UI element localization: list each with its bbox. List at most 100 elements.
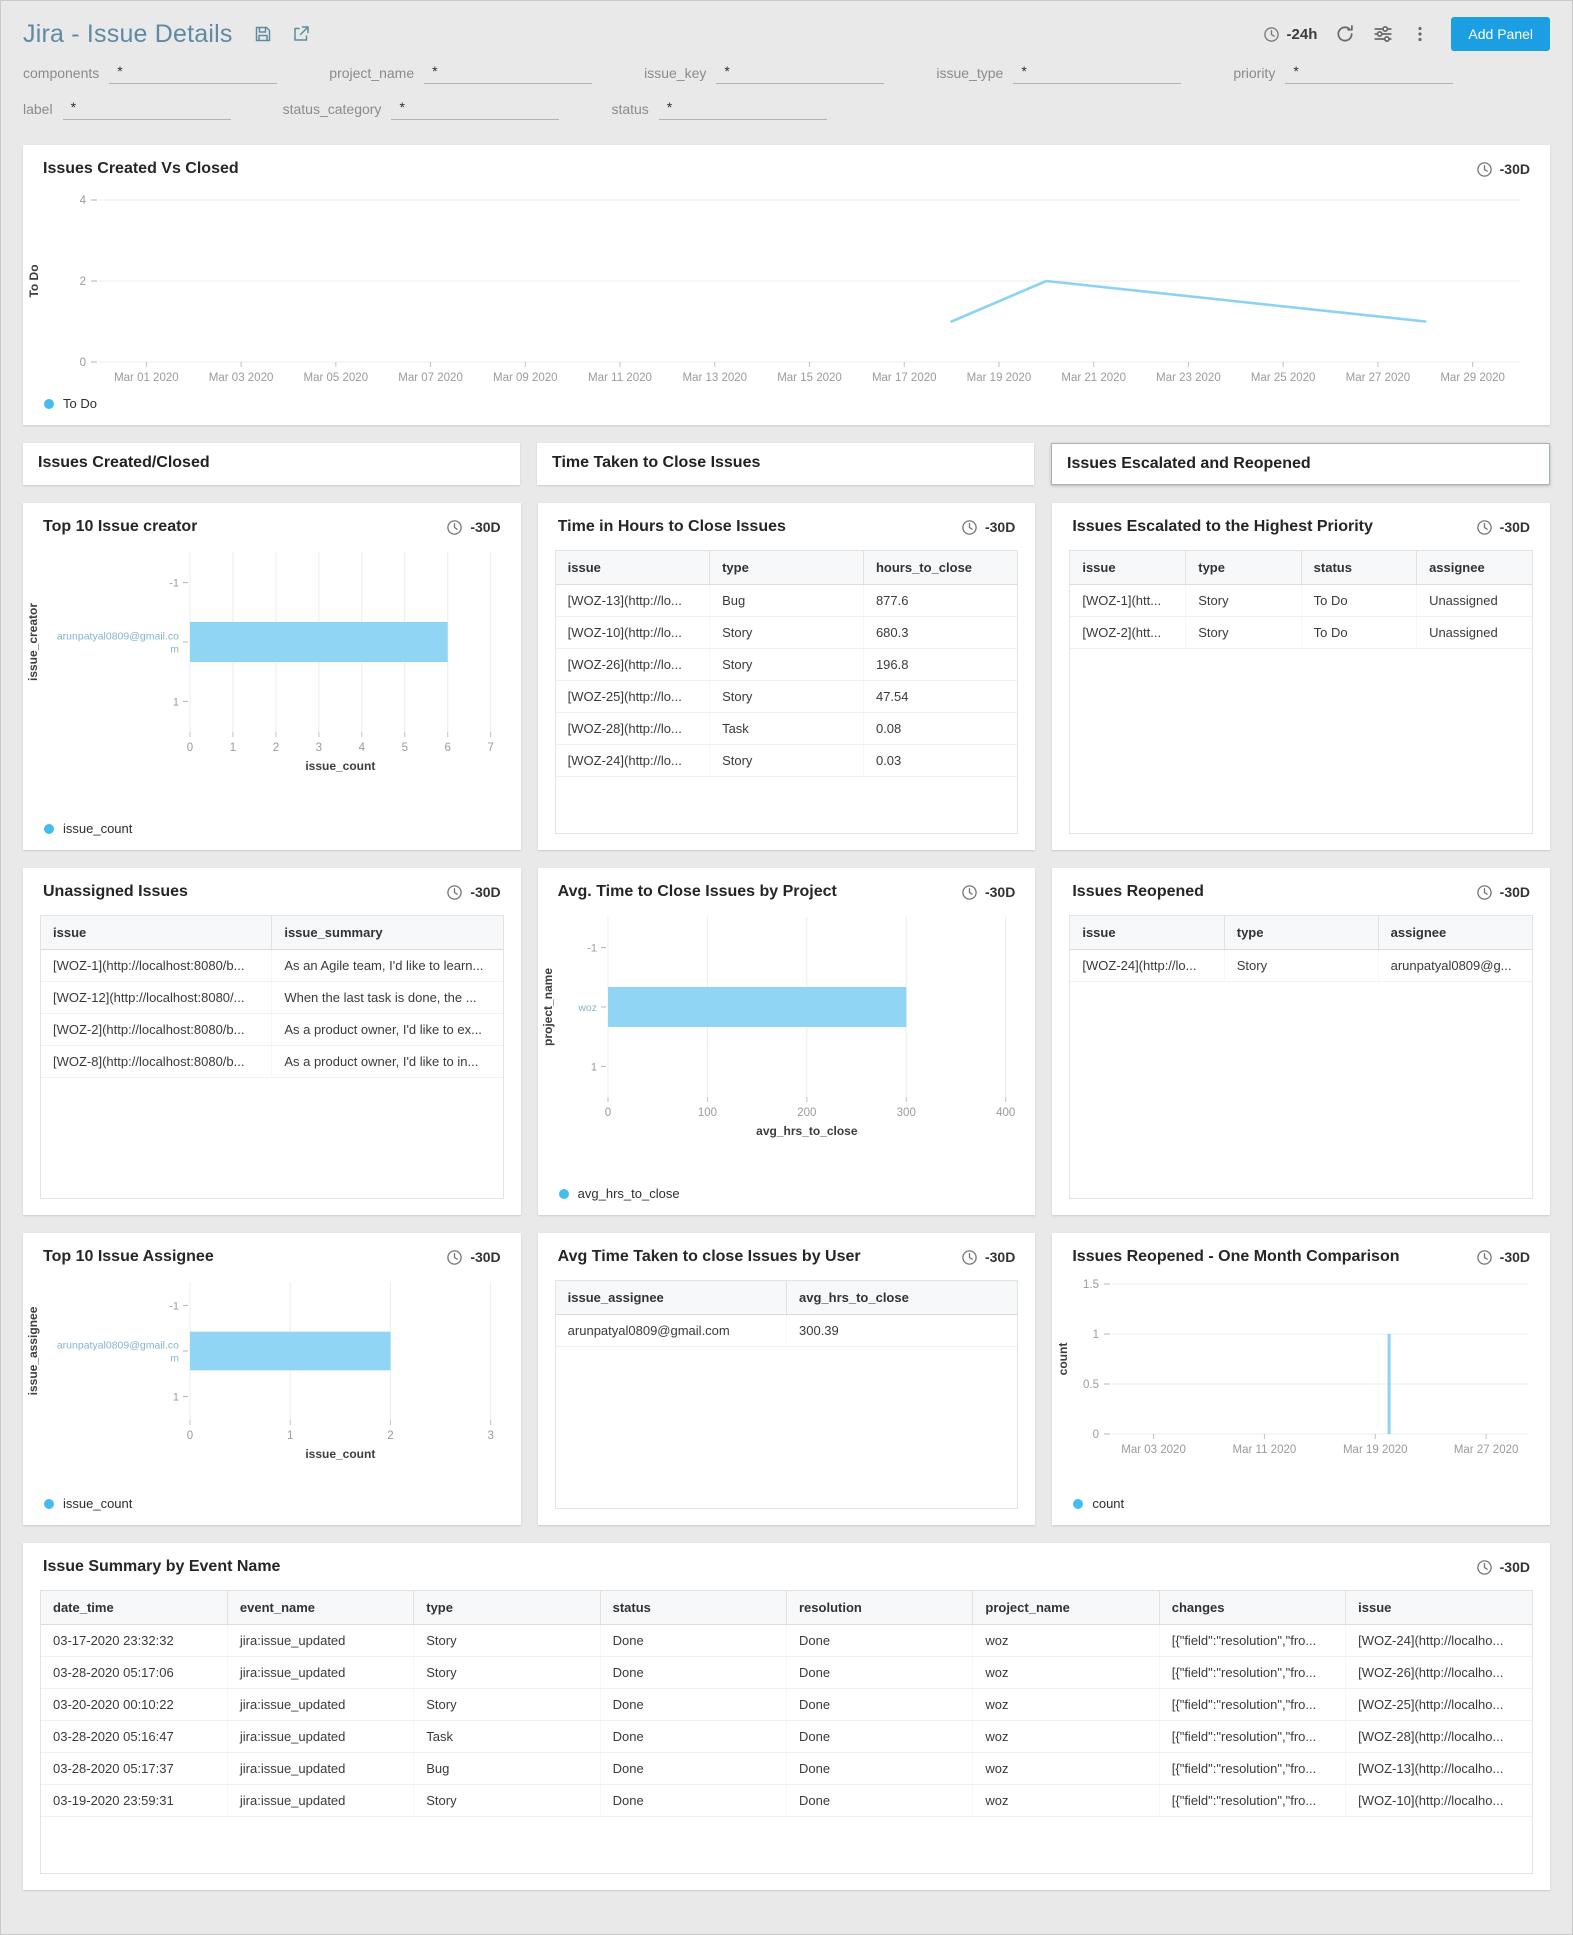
column-header-issue[interactable]: issue <box>1345 1591 1532 1625</box>
panel-title: Unassigned Issues <box>43 883 188 900</box>
legend-item[interactable]: count <box>1052 1496 1550 1511</box>
add-panel-button[interactable]: Add Panel <box>1451 17 1550 51</box>
table-cell: 680.3 <box>862 616 1018 649</box>
panel-time-range[interactable]: -30D <box>446 519 501 536</box>
svg-text:arunpatyal0809@gmail.co: arunpatyal0809@gmail.co <box>57 631 179 643</box>
time-range-control[interactable]: -24h <box>1263 26 1317 43</box>
column-header-issue[interactable]: issue <box>555 551 710 585</box>
table-cell: Done <box>785 1688 973 1721</box>
column-header-type[interactable]: type <box>413 1591 601 1625</box>
panel-time-range[interactable]: -30D <box>961 519 1015 536</box>
section-header-time-taken-to-close[interactable]: Time Taken to Close Issues <box>537 443 1034 485</box>
column-header-changes[interactable]: changes <box>1158 1591 1346 1625</box>
dashboard-header: Jira - Issue Details -24h Add Panel <box>1 1 1572 59</box>
svg-text:2: 2 <box>80 276 86 288</box>
save-button[interactable] <box>253 24 273 44</box>
range-value: -30D <box>984 519 1016 535</box>
filter-input-label[interactable] <box>62 99 231 120</box>
svg-text:400: 400 <box>996 1107 1015 1119</box>
legend-dot <box>44 823 54 834</box>
filter-input-priority[interactable] <box>1285 63 1454 84</box>
legend-item[interactable]: avg_hrs_to_close <box>538 1186 1036 1201</box>
panel-header: Avg. Time to Close Issues by Project -30… <box>538 868 1036 907</box>
filter-settings-button[interactable] <box>1373 24 1393 44</box>
refresh-icon <box>1337 25 1354 42</box>
svg-text:Mar 15 2020: Mar 15 2020 <box>777 372 842 384</box>
column-header-issue_assignee[interactable]: issue_assignee <box>555 1281 787 1315</box>
table-row: [WOZ-1](http://localhost:8080/b... As an … <box>41 949 503 982</box>
svg-text:1: 1 <box>173 696 179 708</box>
table-cell: 03-28-2020 05:17:37 <box>41 1752 228 1785</box>
table-cell: Done <box>785 1720 973 1753</box>
filter-input-status-category[interactable] <box>391 99 560 120</box>
share-button[interactable] <box>291 24 311 44</box>
filter-input-project-name[interactable] <box>424 63 593 84</box>
column-header-project_name[interactable]: project_name <box>972 1591 1160 1625</box>
legend-label: To Do <box>63 396 97 411</box>
section-header-issues-escalated-reopened[interactable]: Issues Escalated and Reopened <box>1051 443 1550 485</box>
column-header-type[interactable]: type <box>1223 916 1379 950</box>
column-header-assignee[interactable]: assignee <box>1377 916 1533 950</box>
clock-icon <box>1476 884 1492 900</box>
filter-label: project_name <box>329 65 415 81</box>
panel-time-range[interactable]: -30D <box>446 1249 501 1266</box>
legend-item[interactable]: To Do <box>23 396 1550 411</box>
panel-time-in-hours-to-close: Time in Hours to Close Issues -30D issue… <box>537 503 1036 850</box>
column-header-status[interactable]: status <box>599 1591 787 1625</box>
column-header-issue[interactable]: issue <box>1070 551 1186 585</box>
column-header-resolution[interactable]: resolution <box>785 1591 973 1625</box>
svg-text:100: 100 <box>697 1107 716 1119</box>
panel-time-range[interactable]: -30D <box>961 884 1015 901</box>
table-cell: [WOZ-1](http://localhost:8080/b... <box>41 949 272 982</box>
panel-time-range[interactable]: -30D <box>961 1249 1015 1266</box>
filter-label: priority <box>1233 65 1276 81</box>
legend-item[interactable]: issue_count <box>23 1496 521 1511</box>
column-header-issue_summary[interactable]: issue_summary <box>271 916 503 950</box>
section-header-issues-created-closed[interactable]: Issues Created/Closed <box>23 443 520 485</box>
panel-issues-created-vs-closed: Issues Created Vs Closed -30D 0 2 4 Mar 01 … <box>23 145 1550 425</box>
svg-text:2: 2 <box>387 1430 393 1442</box>
column-header-type[interactable]: type <box>1185 551 1302 585</box>
table-row: 03-20-2020 00:10:22 jira:issue_updated Sto… <box>41 1688 1532 1721</box>
clock-icon <box>447 519 463 535</box>
filter-input-issue-key[interactable] <box>716 63 885 84</box>
column-header-avg_hrs_to_close[interactable]: avg_hrs_to_close <box>786 1281 1018 1315</box>
column-header-type[interactable]: type <box>709 551 864 585</box>
column-header-event_name[interactable]: event_name <box>226 1591 414 1625</box>
panel-time-range[interactable]: -30D <box>446 884 501 901</box>
svg-text:To Do: To Do <box>27 264 41 297</box>
clock-icon <box>962 1249 977 1265</box>
refresh-button[interactable] <box>1335 24 1355 44</box>
table-cell: Done <box>785 1624 973 1657</box>
column-header-assignee[interactable]: assignee <box>1416 551 1533 585</box>
more-options-button[interactable] <box>1411 25 1429 43</box>
table-cell: Story <box>709 648 864 681</box>
panel-time-range[interactable]: -30D <box>1476 1559 1530 1576</box>
svg-text:Mar 23 2020: Mar 23 2020 <box>1156 372 1221 384</box>
column-header-hours_to_close[interactable]: hours_to_close <box>862 551 1018 585</box>
table-row: [WOZ-28](http://lo... Task 0.08 <box>555 712 1018 745</box>
panel-time-range[interactable]: -30D <box>1476 884 1530 901</box>
table-cell: To Do <box>1300 616 1417 649</box>
share-icon <box>293 26 309 41</box>
column-header-issue[interactable]: issue <box>41 916 272 950</box>
panel-time-range[interactable]: -30D <box>1476 161 1530 178</box>
filter-input-components[interactable] <box>109 63 278 84</box>
column-header-issue[interactable]: issue <box>1070 916 1225 950</box>
table-cell: [WOZ-24](http://lo... <box>1070 949 1225 982</box>
legend-item[interactable]: issue_count <box>23 821 521 836</box>
table-cell: arunpatyal0809@gmail.com <box>555 1314 787 1347</box>
table-cell: Bug <box>413 1752 601 1785</box>
filter-input-status[interactable] <box>658 99 827 120</box>
panel-avg-time-to-close-by-project: Avg. Time to Close Issues by Project -30… <box>537 868 1036 1215</box>
avg-time-by-project-bar-chart: 0 100 200 300 400 avg_hrs_to_close -1 1 woz proje… <box>541 917 1015 1138</box>
svg-text:Mar 03 2020: Mar 03 2020 <box>1122 1444 1187 1456</box>
table-cell: Unassigned <box>1416 584 1533 617</box>
panel-time-range[interactable]: -30D <box>1476 1249 1530 1266</box>
column-header-status[interactable]: status <box>1300 551 1417 585</box>
panel-time-range[interactable]: -30D <box>1476 519 1530 536</box>
filter-input-issue-type[interactable] <box>1013 63 1182 84</box>
panel-issues-reopened-comparison: Issues Reopened - One Month Comparison -… <box>1052 1233 1551 1525</box>
column-header-date_time[interactable]: date_time <box>41 1591 228 1625</box>
svg-text:4: 4 <box>359 742 366 754</box>
